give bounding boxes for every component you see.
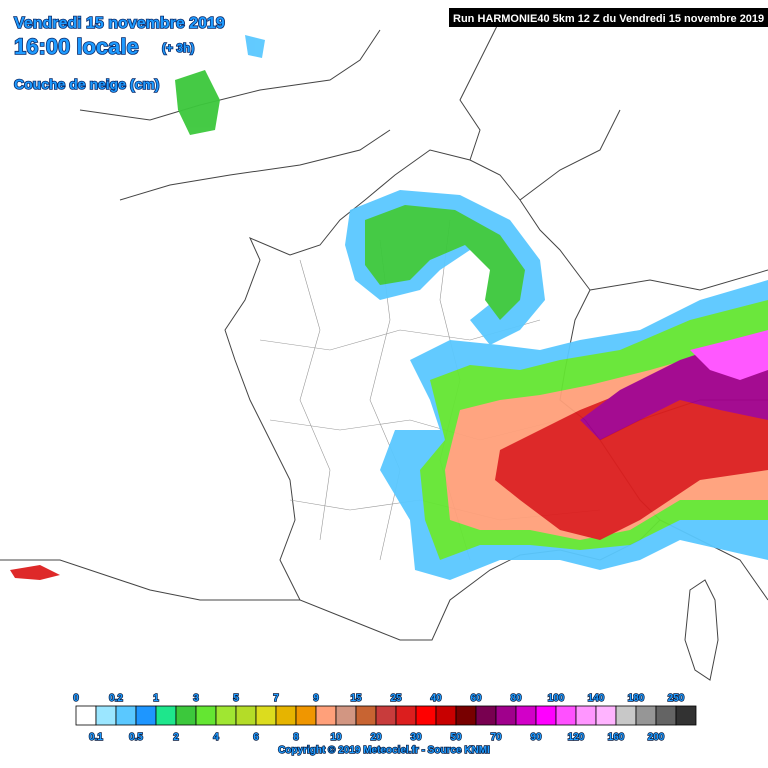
legend-label: 5 [233, 693, 239, 704]
legend-label: 15 [350, 693, 362, 704]
legend-label: 50 [450, 732, 462, 743]
legend-swatch [515, 705, 537, 726]
legend-swatch [335, 705, 357, 726]
legend-swatch [315, 705, 337, 726]
legend-label: 8 [293, 732, 299, 743]
legend-label: 70 [490, 732, 502, 743]
legend-swatch [675, 705, 697, 726]
legend-label: 2 [173, 732, 179, 743]
legend-swatch [75, 705, 97, 726]
snow-area [175, 70, 220, 135]
map-time: 16:00 locale [14, 34, 139, 59]
corsica [684, 579, 719, 681]
snow-fields [10, 35, 768, 580]
legend-label: 120 [568, 732, 585, 743]
legend-label: 180 [628, 693, 645, 704]
run-info: Run HARMONIE40 5km 12 Z du Vendredi 15 n… [453, 13, 764, 25]
legend-label: 0 [73, 693, 79, 704]
legend-swatch [635, 705, 657, 726]
legend-label: 7 [273, 693, 279, 704]
legend-label: 25 [390, 693, 402, 704]
legend-swatch [495, 705, 517, 726]
legend-swatch [555, 705, 577, 726]
legend-label: 3 [193, 693, 199, 704]
legend-label: 9 [313, 693, 319, 704]
legend-swatch [655, 705, 677, 726]
legend-swatch [415, 705, 437, 726]
map-variable: Couche de neige (cm) [14, 76, 159, 92]
legend-label: 30 [410, 732, 422, 743]
legend-swatch [375, 705, 397, 726]
legend-swatch [255, 705, 277, 726]
legend-swatch [155, 705, 177, 726]
legend-label: 40 [430, 693, 442, 704]
legend-swatch [575, 705, 597, 726]
legend-swatch [275, 705, 297, 726]
legend-swatch [355, 705, 377, 726]
legend: 0 0.2 1 3 5 7 9 15 25 40 60 80 100 140 180 250 0.1 0.5 2 4 6… [73, 692, 697, 744]
legend-swatch [175, 705, 197, 726]
legend-label: 250 [668, 693, 685, 704]
snow-area [690, 330, 768, 380]
legend-swatch [95, 705, 117, 726]
legend-label: 140 [588, 693, 605, 704]
legend-label: 1 [153, 693, 159, 704]
map-offset: (+ 3h) [162, 41, 194, 55]
legend-label: 60 [470, 693, 482, 704]
legend-swatch [135, 705, 157, 726]
legend-swatch [455, 705, 477, 726]
legend-label: 160 [608, 732, 625, 743]
legend-swatch [235, 705, 257, 726]
legend-label: 0.5 [129, 732, 143, 743]
copyright: Copyright © 2019 Meteociel.fr - Source K… [278, 745, 490, 756]
legend-swatch [215, 705, 237, 726]
legend-swatch [615, 705, 637, 726]
legend-label: 80 [510, 693, 522, 704]
legend-label: 10 [330, 732, 342, 743]
snow-area [10, 565, 60, 580]
legend-swatch [535, 705, 557, 726]
legend-label: 6 [253, 732, 259, 743]
legend-label: 0.1 [89, 732, 103, 743]
legend-label: 4 [213, 732, 219, 743]
legend-label: 200 [648, 732, 665, 743]
legend-label: 90 [530, 732, 542, 743]
uk-coast [79, 29, 391, 201]
run-info-box [449, 8, 768, 27]
snow-area [365, 205, 525, 320]
legend-label: 100 [548, 693, 565, 704]
legend-swatch [195, 705, 217, 726]
legend-label: 0.2 [109, 693, 123, 704]
snow-area [245, 35, 265, 58]
legend-swatch [295, 705, 317, 726]
map-date: Vendredi 15 novembre 2019 [14, 15, 225, 32]
legend-swatch [475, 705, 497, 726]
legend-label: 20 [370, 732, 382, 743]
legend-swatch [395, 705, 417, 726]
legend-swatch [595, 705, 617, 726]
legend-swatch [435, 705, 457, 726]
legend-swatch [115, 705, 137, 726]
